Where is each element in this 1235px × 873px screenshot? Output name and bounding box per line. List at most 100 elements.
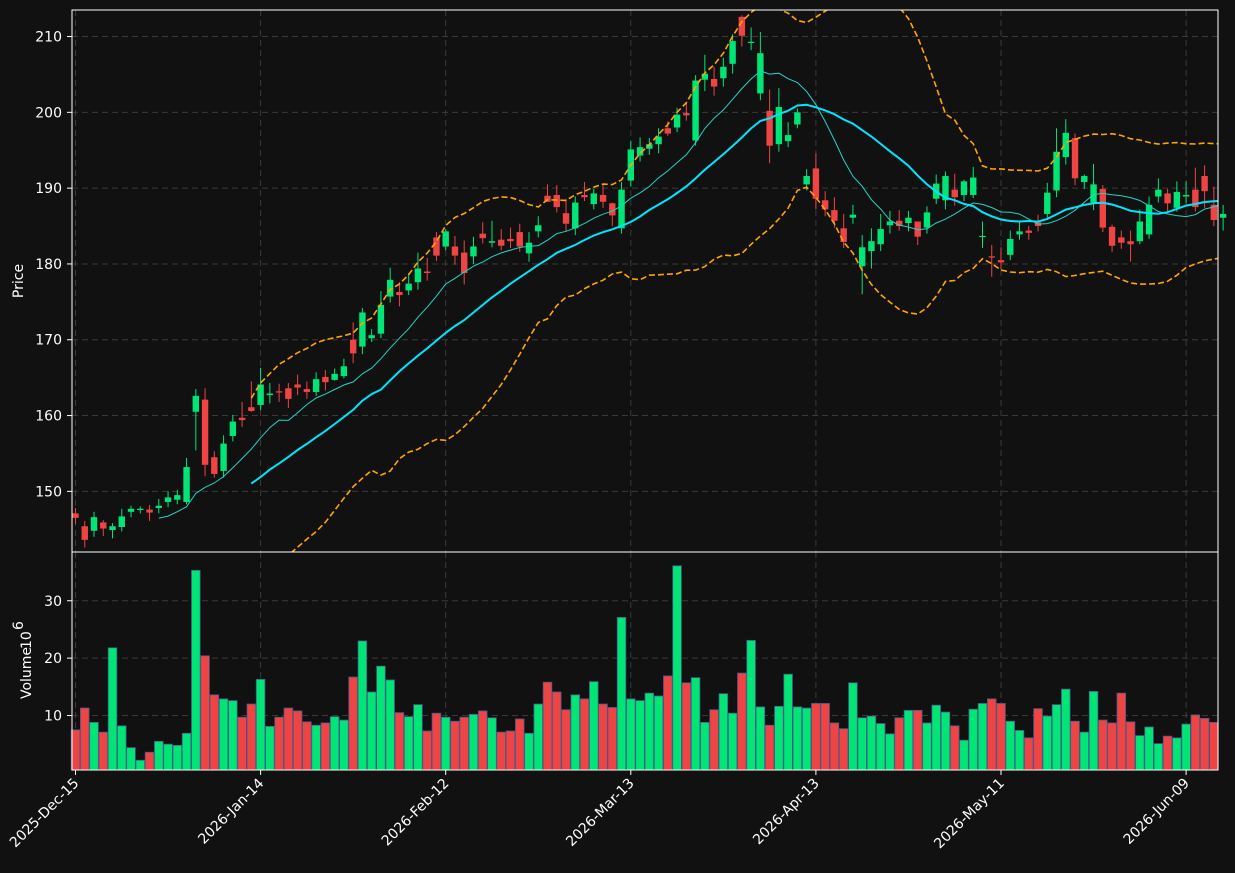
volume-bar — [1005, 720, 1015, 771]
candle-body — [988, 256, 995, 258]
candle-body — [590, 193, 597, 205]
volume-bar — [792, 706, 803, 771]
candle-body — [386, 279, 394, 297]
volume-bar — [570, 694, 580, 771]
candle-body — [109, 526, 116, 531]
candle-body — [683, 113, 690, 116]
candle — [1155, 178, 1162, 203]
volume-bar — [218, 698, 229, 771]
candle — [562, 198, 570, 232]
candle-body — [322, 376, 329, 383]
candle-body — [729, 41, 736, 64]
candle — [581, 182, 588, 202]
axes — [71, 9, 1219, 771]
volume-bar — [875, 723, 886, 771]
volume-bar — [496, 731, 506, 771]
candle-body — [248, 407, 255, 412]
candle-body — [581, 194, 588, 198]
candle — [275, 383, 283, 402]
volume-bar — [329, 716, 340, 771]
candle — [997, 247, 1005, 270]
candle — [100, 520, 107, 537]
candle — [775, 88, 783, 152]
volume-bar — [801, 707, 812, 771]
volume-bar — [1079, 731, 1090, 771]
candle-body — [572, 202, 579, 229]
volume-bar — [320, 722, 331, 771]
candle — [322, 370, 329, 391]
candle-body — [784, 135, 792, 142]
volume-bar — [1024, 737, 1034, 771]
candle — [303, 381, 311, 399]
candle — [414, 252, 422, 290]
candle — [1062, 119, 1069, 165]
volume-bar — [1135, 735, 1145, 771]
price-grid — [72, 10, 1218, 552]
candle-body — [701, 73, 709, 80]
candle-body — [405, 283, 412, 291]
candle — [895, 210, 903, 231]
candle-body — [599, 194, 607, 202]
candle — [646, 138, 653, 155]
candle — [1071, 133, 1079, 186]
volume-bar — [746, 639, 756, 771]
volume-bar — [459, 716, 469, 771]
volume-bar — [228, 700, 238, 771]
candle-body — [951, 189, 958, 198]
candle — [368, 329, 375, 343]
sma-fast-line — [158, 70, 1218, 519]
volume-bar — [237, 716, 247, 771]
volume-bar — [1051, 704, 1062, 771]
candle — [710, 66, 718, 96]
volume-bar — [1088, 691, 1099, 771]
volume-bar — [1107, 722, 1117, 771]
candle-body — [211, 457, 218, 474]
volume-bars — [70, 565, 1219, 771]
volume-bar — [515, 718, 525, 771]
sma-slow-line — [250, 103, 1218, 485]
candle — [340, 358, 348, 379]
volume-unit-base: 10 — [19, 631, 35, 649]
candle — [1145, 196, 1153, 239]
candle-body — [257, 384, 264, 405]
candle-body — [266, 393, 274, 396]
candle-body — [821, 200, 829, 210]
candle-body — [895, 220, 903, 227]
volume-bar — [376, 665, 386, 771]
volume-bar — [135, 759, 146, 771]
volume-bar — [644, 692, 655, 771]
candle-body — [1044, 192, 1051, 214]
candle — [164, 491, 172, 508]
candle-body — [498, 239, 505, 246]
price-tick-label: 210 — [35, 30, 62, 46]
candle — [359, 307, 366, 355]
candle — [81, 520, 88, 548]
candle-body — [461, 252, 468, 274]
candle-body — [868, 241, 875, 252]
volume-bar — [246, 703, 257, 771]
candle-body — [1025, 230, 1032, 233]
candle — [1127, 230, 1134, 262]
candle-body — [1099, 188, 1107, 228]
candle — [377, 291, 385, 339]
candle-body — [285, 388, 292, 399]
candle — [1108, 224, 1116, 252]
candle — [183, 458, 190, 505]
candle — [840, 213, 847, 249]
candle — [1081, 174, 1088, 189]
volume-bar — [922, 722, 932, 771]
volume-bar — [1098, 719, 1108, 771]
candle — [877, 213, 884, 252]
volume-bar — [283, 707, 294, 771]
candle — [812, 153, 820, 210]
candle-body — [100, 522, 107, 529]
volume-bar — [181, 732, 192, 771]
candle-body — [562, 213, 570, 224]
volume-bar — [718, 693, 729, 771]
volume-bar — [1144, 726, 1154, 771]
volume-bar — [635, 700, 645, 771]
candle-body — [414, 268, 422, 283]
candle-body — [673, 114, 681, 128]
candle-body — [1108, 226, 1116, 246]
candle-body — [1016, 231, 1023, 235]
